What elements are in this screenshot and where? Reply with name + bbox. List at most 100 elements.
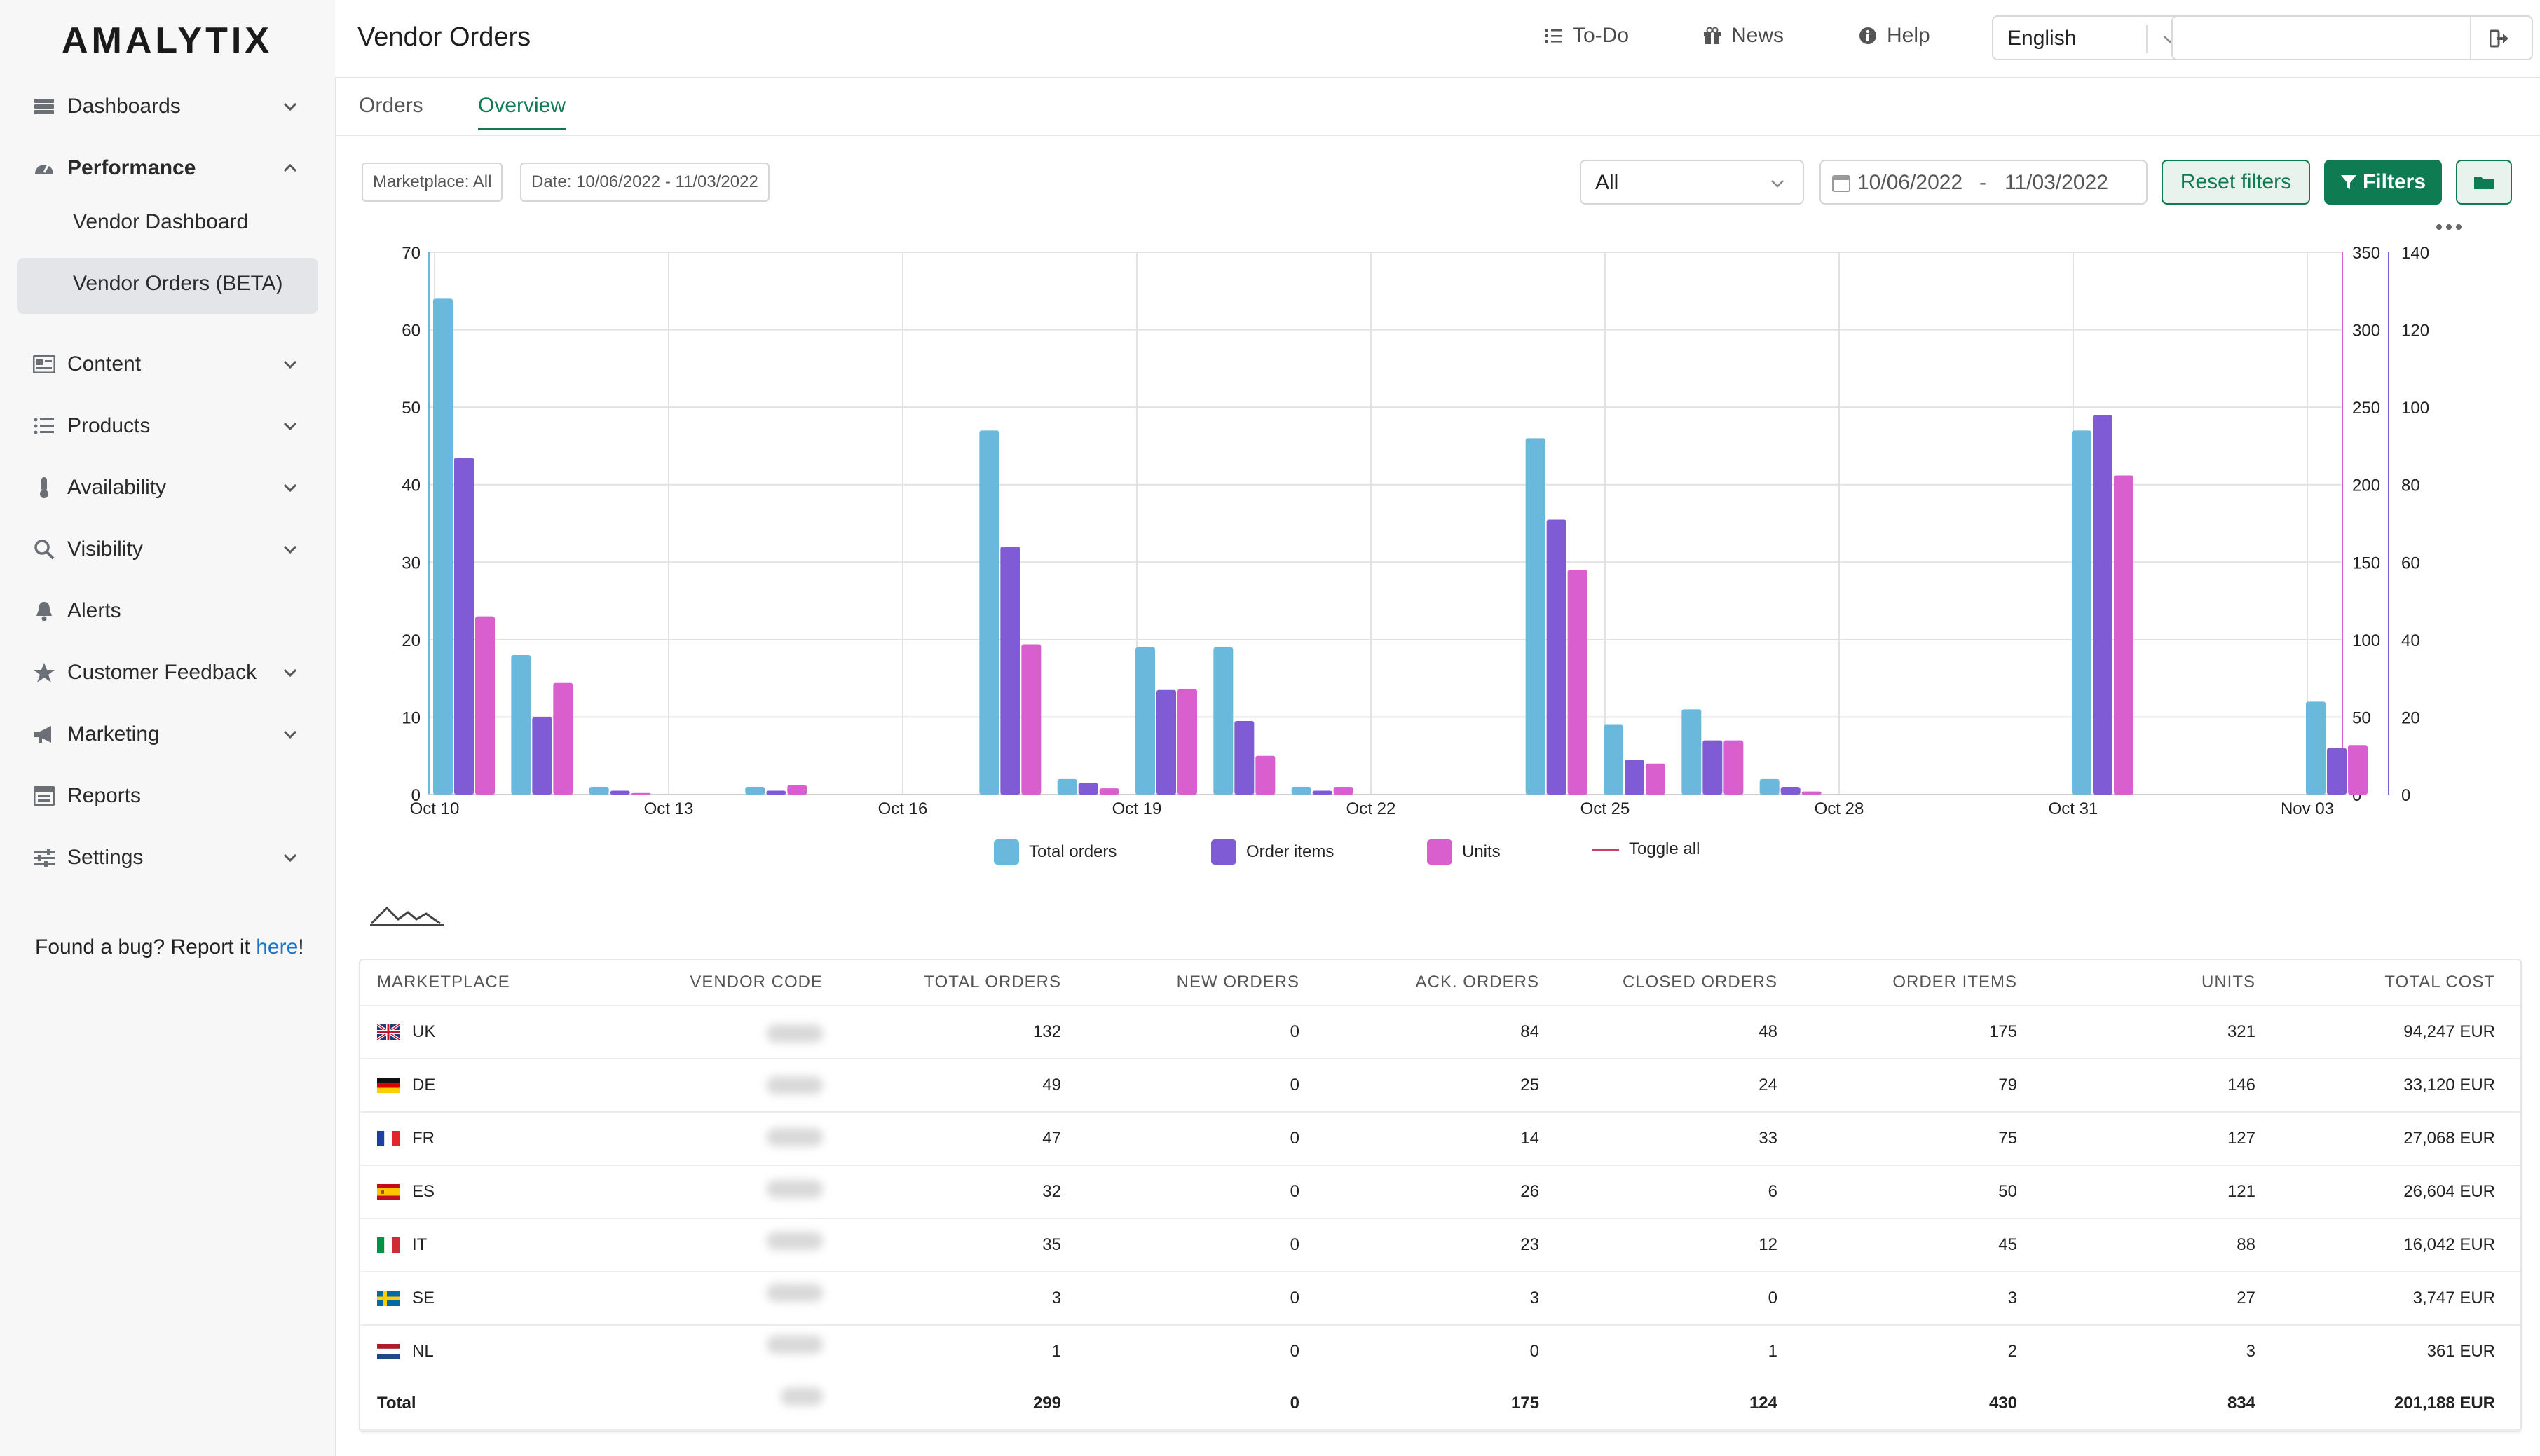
sidebar-item-customer-feedback[interactable]: Customer Feedback xyxy=(0,645,335,701)
cell-marketplace: NL xyxy=(376,1326,434,1378)
thermometer-icon xyxy=(31,474,57,501)
bar-units xyxy=(1021,644,1042,795)
cell-closed: 48 xyxy=(1759,1022,1777,1041)
col-header-total-cost[interactable]: TOTAL COST xyxy=(2384,973,2495,991)
sidebar-item-reports[interactable]: Reports xyxy=(0,768,335,824)
legend-total-orders[interactable]: Total orders xyxy=(994,839,1117,865)
cell-items: 45 xyxy=(1998,1235,2017,1254)
bar-total-orders xyxy=(433,298,453,795)
cell-ack: 0 xyxy=(1529,1342,1539,1361)
sidebar-item-marketing[interactable]: Marketing xyxy=(0,706,335,762)
todo-button[interactable]: To-Do xyxy=(1545,24,1629,48)
y-tick-right-1: 150 xyxy=(2352,554,2380,572)
logout-icon[interactable] xyxy=(2490,29,2511,48)
news-button[interactable]: News xyxy=(1703,24,1784,48)
cell-new: 0 xyxy=(1290,1235,1299,1254)
x-tick-label: Oct 13 xyxy=(644,799,694,818)
col-header-total-orders[interactable]: TOTAL ORDERS xyxy=(924,973,1061,991)
cell-marketplace: SE xyxy=(377,1272,435,1324)
chevron-down-icon xyxy=(283,102,297,111)
bar-total-orders xyxy=(1213,647,1234,795)
total-label: Total xyxy=(377,1394,416,1413)
more-options-icon[interactable] xyxy=(2432,217,2466,237)
cell-marketplace: UK xyxy=(376,1006,435,1058)
col-header-new-orders[interactable]: NEW ORDERS xyxy=(1176,973,1299,991)
sidebar-item-label: Products xyxy=(67,414,151,437)
sidebar-item-label: Marketing xyxy=(67,722,160,746)
sidebar-item-alerts[interactable]: Alerts xyxy=(0,583,335,639)
tab-overview[interactable]: Overview xyxy=(478,94,566,130)
cell-items: 50 xyxy=(1998,1182,2017,1201)
cell-items: 3 xyxy=(2007,1289,2017,1307)
cell-cost: 3,747 EUR xyxy=(2412,1289,2495,1307)
bar-order-items xyxy=(1156,689,1176,795)
marketplace-filter-chip[interactable]: Marketplace: All xyxy=(362,163,503,202)
sidebar-item-products[interactable]: Products xyxy=(0,398,335,454)
sidebar-item-content[interactable]: Content xyxy=(0,336,335,392)
info-icon xyxy=(1859,27,1876,44)
x-tick-label: Oct 16 xyxy=(878,799,928,818)
sidebar-item-visibility[interactable]: Visibility xyxy=(0,521,335,577)
content-icon xyxy=(31,351,57,378)
cell-new: 0 xyxy=(1290,1129,1299,1148)
bug-report-link[interactable]: here xyxy=(256,935,299,959)
legend-order-items[interactable]: Order items xyxy=(1211,839,1334,865)
bar-order-items xyxy=(610,790,630,795)
date-filter-chip[interactable]: Date: 10/06/2022 - 11/03/2022 xyxy=(520,163,770,202)
cell-cost: 26,604 EUR xyxy=(2403,1182,2495,1201)
cell-ack: 23 xyxy=(1520,1235,1539,1254)
bar-order-items xyxy=(2093,415,2112,795)
total-total-orders: 299 xyxy=(1032,1394,1061,1413)
bar-units xyxy=(631,792,651,795)
header-search-input[interactable] xyxy=(2171,15,2533,60)
table-total-row: Total 299 0 175 124 430 834 201,188 EUR xyxy=(360,1378,2520,1431)
help-label: Help xyxy=(1887,24,1930,47)
bar-order-items xyxy=(1625,760,1644,795)
col-header-units[interactable]: UNITS xyxy=(2201,973,2255,991)
col-header-ack-orders[interactable]: ACK. ORDERS xyxy=(1415,973,1539,991)
y-tick-right-1: 50 xyxy=(2352,708,2371,727)
sidebar-subitem-vendor-orders[interactable]: Vendor Orders (BETA) xyxy=(73,272,283,295)
marketplace-label: NL xyxy=(412,1342,434,1361)
reset-filters-button[interactable]: Reset filters xyxy=(2162,160,2310,205)
x-tick-label: Nov 03 xyxy=(2281,799,2334,818)
help-button[interactable]: Help xyxy=(1859,24,1930,48)
date-range-input[interactable]: 10/06/2022 - 11/03/2022 xyxy=(1819,160,2148,205)
col-header-vendor-code[interactable]: VENDOR CODE xyxy=(690,973,823,991)
col-header-closed-orders[interactable]: CLOSED ORDERS xyxy=(1622,973,1777,991)
cell-items: 175 xyxy=(1988,1022,2017,1041)
filters-button[interactable]: Filters xyxy=(2324,160,2442,205)
tab-orders[interactable]: Orders xyxy=(359,94,423,117)
col-header-marketplace[interactable]: MARKETPLACE xyxy=(377,973,510,991)
sidebar-item-availability[interactable]: Availability xyxy=(0,460,335,516)
bar-total-orders xyxy=(1291,786,1311,795)
cell-items: 2 xyxy=(2007,1342,2017,1361)
cell-ack: 14 xyxy=(1520,1129,1539,1148)
legend-label: Total orders xyxy=(1029,842,1117,861)
filter-icon xyxy=(2340,175,2356,189)
bug-report-end: ! xyxy=(298,935,304,959)
y-tick-right-2: 40 xyxy=(2401,631,2420,650)
legend-units[interactable]: Units xyxy=(1427,839,1501,865)
col-header-order-items[interactable]: ORDER ITEMS xyxy=(1892,973,2017,991)
x-tick-label: Oct 31 xyxy=(2049,799,2098,818)
marketplace-select[interactable]: All xyxy=(1580,160,1804,205)
sidebar-item-settings[interactable]: Settings xyxy=(0,830,335,886)
saved-filters-button[interactable] xyxy=(2456,160,2512,205)
y-tick-left: 70 xyxy=(402,244,421,263)
chevron-down-icon xyxy=(283,730,297,739)
sidebar-item-label: Visibility xyxy=(67,537,143,561)
language-select[interactable]: English xyxy=(1992,15,2194,60)
todo-icon xyxy=(1545,29,1562,43)
sidebar-item-performance[interactable]: Performance xyxy=(0,140,335,196)
cell-closed: 1 xyxy=(1768,1342,1777,1361)
sidebar-subitem-vendor-dashboard[interactable]: Vendor Dashboard xyxy=(73,210,249,233)
sidebar-subitem-active-bg xyxy=(17,258,318,314)
cell-units: 127 xyxy=(2227,1129,2255,1148)
bar-total-orders xyxy=(745,786,765,795)
bar-order-items xyxy=(1312,790,1332,795)
y-tick-left: 40 xyxy=(402,476,421,495)
bug-report-label: Found a bug? Report it xyxy=(35,935,257,959)
sidebar-item-dashboards[interactable]: Dashboards xyxy=(0,78,335,135)
legend-toggle-all[interactable]: Toggle all xyxy=(1592,839,1700,859)
